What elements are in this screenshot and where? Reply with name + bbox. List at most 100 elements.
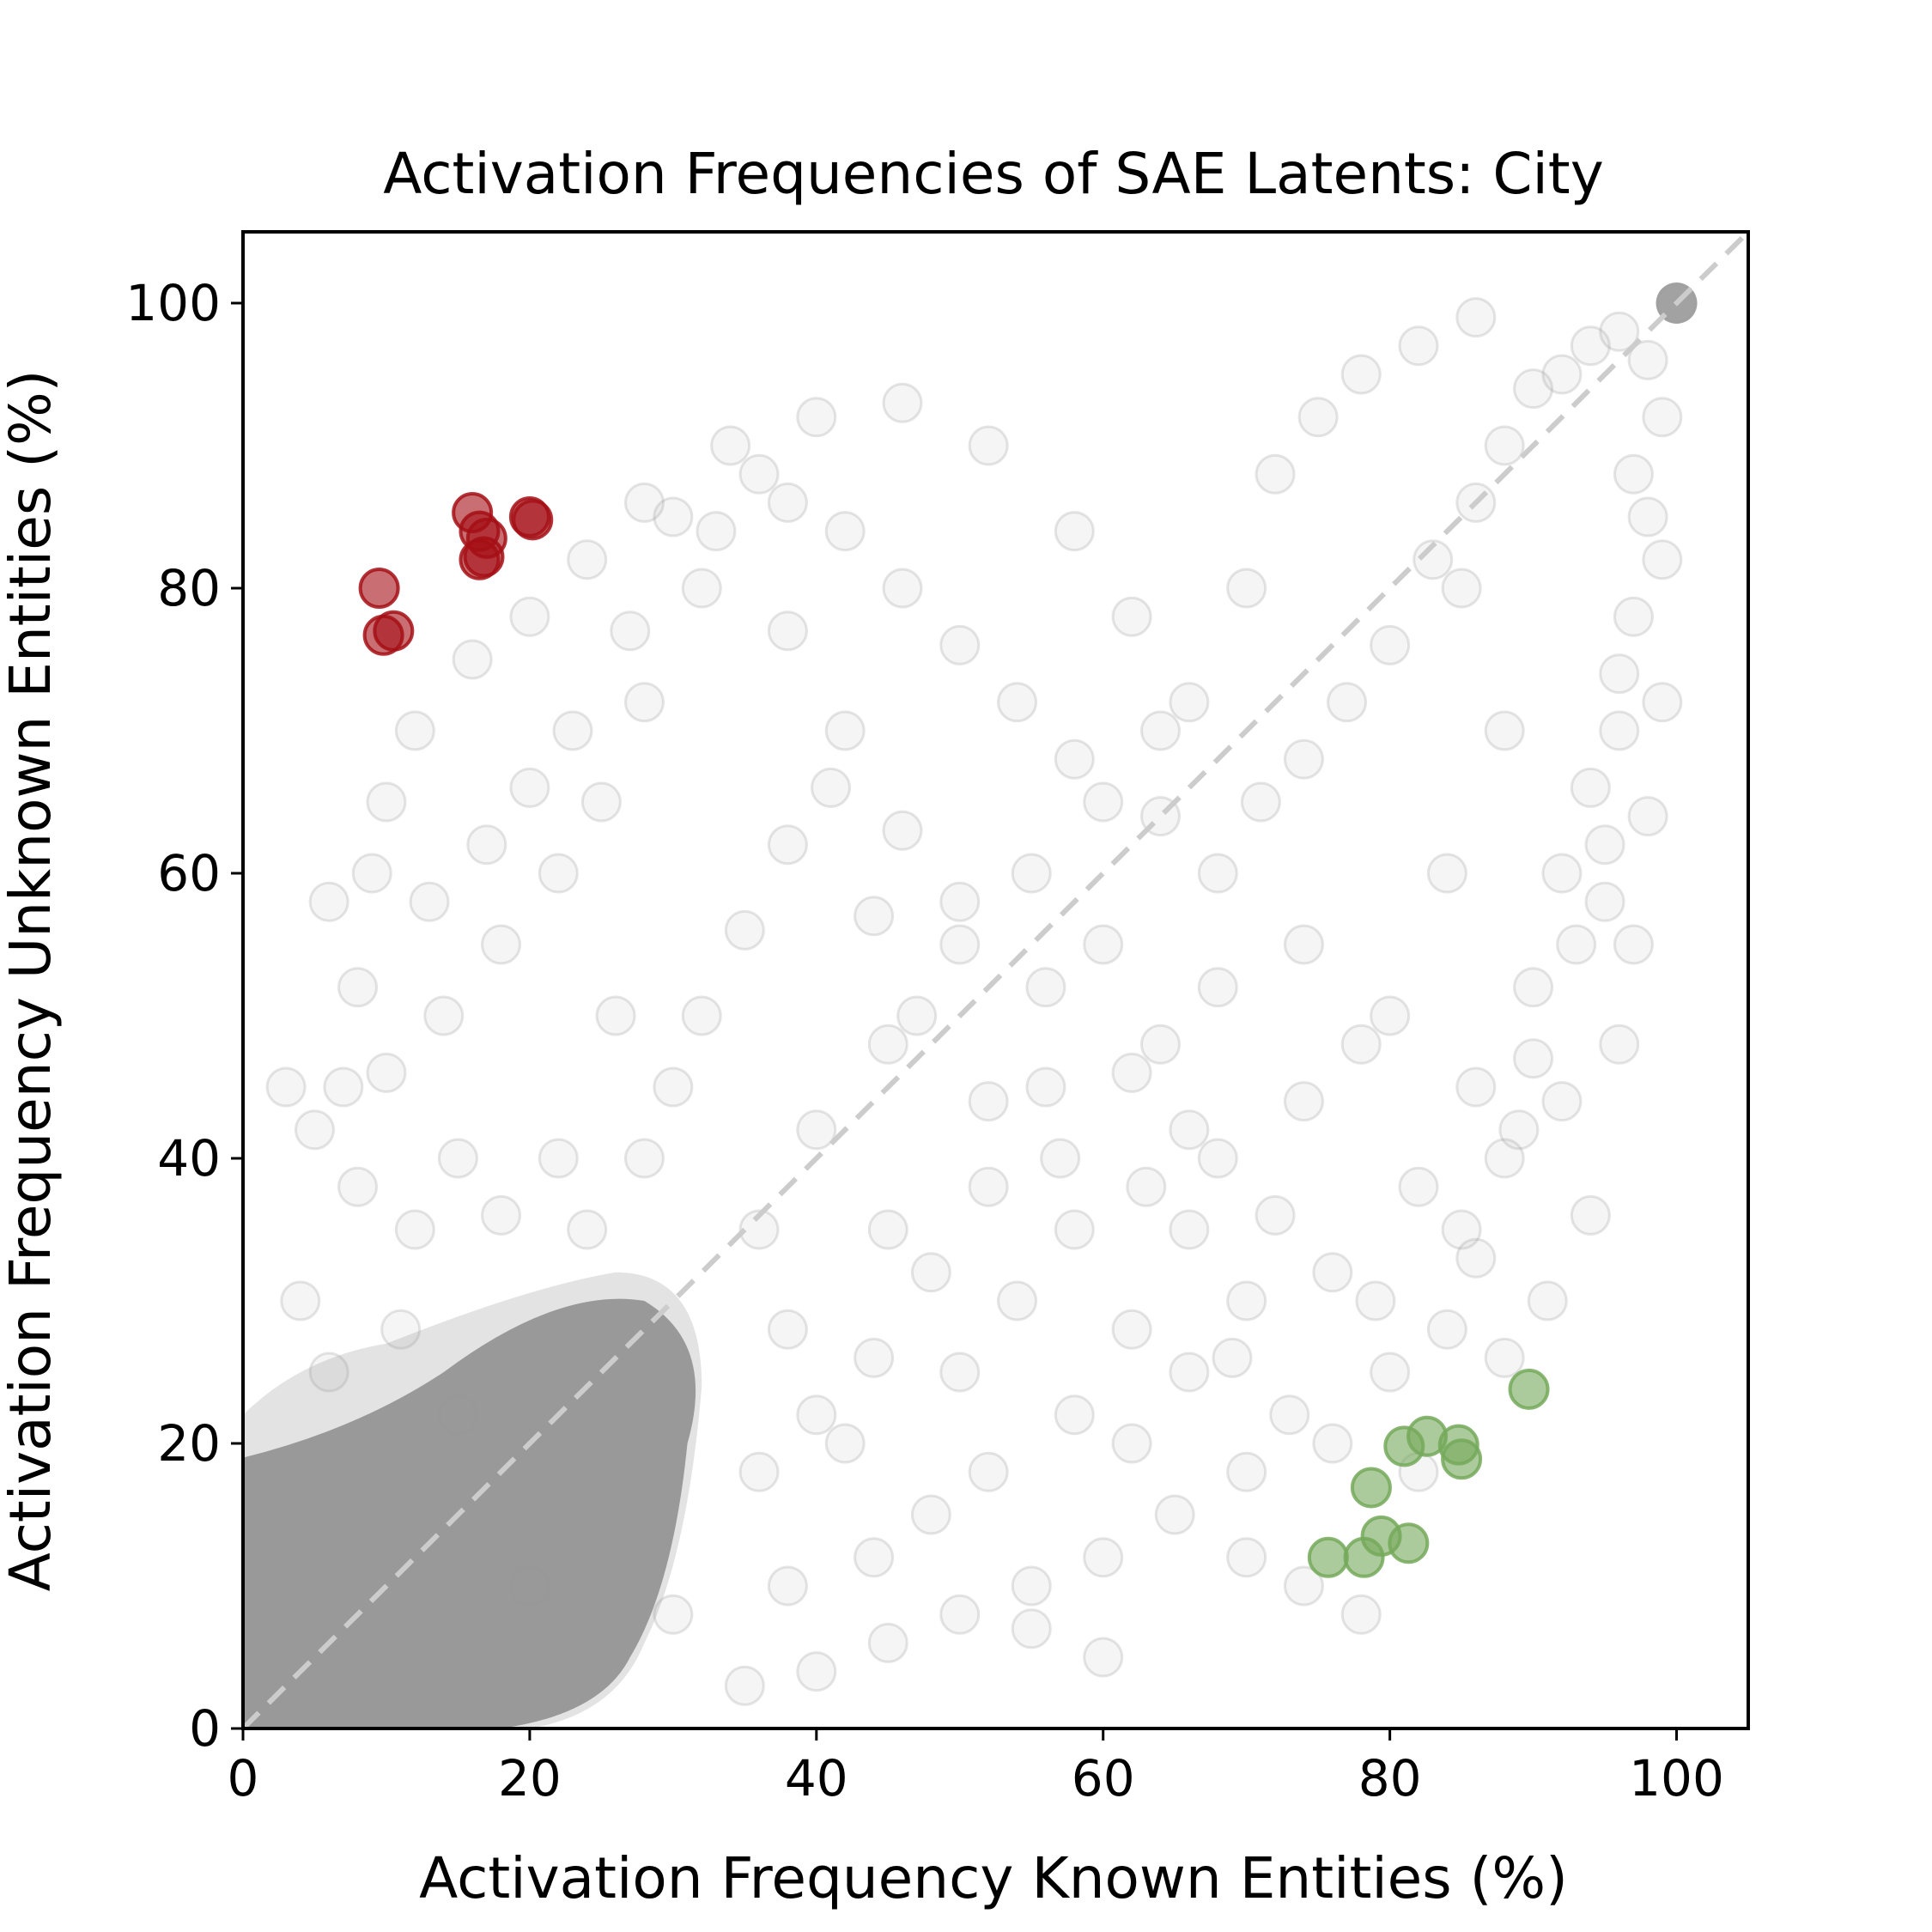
latent-point <box>466 824 507 866</box>
latent-point <box>1541 1081 1583 1122</box>
known-entity-latent-point <box>1307 1536 1349 1578</box>
latent-point <box>380 1309 422 1350</box>
latent-point <box>1212 1337 1253 1378</box>
latent-point <box>1541 354 1583 395</box>
latent-point <box>538 1138 579 1179</box>
latent-point <box>1312 1423 1353 1464</box>
latent-point <box>1556 924 1597 965</box>
plot-area <box>243 232 1748 1728</box>
latent-point <box>1283 1081 1324 1122</box>
latent-point <box>1240 781 1281 823</box>
latent-point <box>1011 1608 1052 1649</box>
latent-point <box>481 1194 522 1236</box>
latent-point <box>509 1565 550 1607</box>
latent-point <box>882 810 923 851</box>
latent-point <box>366 1052 407 1093</box>
latent-point <box>767 1309 808 1350</box>
latent-point <box>696 511 737 552</box>
background-points-layer <box>265 283 1698 1706</box>
latent-point <box>910 1252 951 1293</box>
highlight-points-layer <box>358 492 1550 1578</box>
latent-point <box>867 1622 908 1663</box>
latent-point <box>1083 924 1124 965</box>
latent-point <box>796 1109 837 1151</box>
latent-point <box>1484 1337 1525 1378</box>
latent-point <box>1541 853 1583 894</box>
latent-point <box>767 1565 808 1607</box>
latent-point <box>1255 1194 1296 1236</box>
unknown-entity-latent-point <box>358 568 400 609</box>
known-entity-latent-point <box>1343 1536 1385 1578</box>
latent-point <box>1169 1352 1210 1393</box>
latent-point <box>796 1394 837 1436</box>
x-tick-label: 40 <box>785 1749 848 1807</box>
latent-point <box>968 1451 1009 1492</box>
latent-point <box>767 482 808 523</box>
latent-point <box>1613 596 1654 637</box>
latent-point <box>1283 738 1324 780</box>
latent-point <box>308 1352 349 1393</box>
latent-point <box>653 496 694 538</box>
latent-point <box>910 1494 951 1535</box>
latent-point <box>567 1209 608 1250</box>
latent-point <box>394 1209 435 1250</box>
latent-point <box>738 1451 780 1492</box>
known-entity-latent-point <box>1441 1438 1483 1480</box>
diagonal-reference-line <box>243 232 1748 1728</box>
y-tick-label: 100 <box>125 274 221 332</box>
latent-point <box>1370 624 1411 665</box>
plot-frame <box>241 230 1750 1730</box>
latent-point <box>1441 1209 1482 1250</box>
latent-point <box>1025 1066 1066 1108</box>
dense-cluster-core <box>243 1298 696 1728</box>
latent-point <box>1498 1109 1540 1151</box>
latent-point <box>1312 1252 1353 1293</box>
latent-point <box>1327 682 1368 723</box>
latent-point <box>1040 1138 1081 1179</box>
unknown-entity-latent-point <box>362 614 404 656</box>
latent-point <box>1642 682 1683 723</box>
latent-point <box>1599 311 1640 352</box>
latent-point <box>1197 1138 1238 1179</box>
latent-point <box>882 568 923 609</box>
x-tick-label: 80 <box>1358 1749 1422 1807</box>
latent-point <box>1025 967 1066 1008</box>
latent-point <box>738 1209 780 1250</box>
latent-point <box>1111 596 1152 637</box>
latent-point <box>437 1394 478 1436</box>
latent-point <box>1054 1394 1095 1436</box>
latent-point <box>1455 1066 1497 1108</box>
latent-point <box>1083 1537 1124 1578</box>
latent-point <box>767 611 808 652</box>
latent-point <box>1011 1565 1052 1607</box>
latent-point <box>811 767 852 808</box>
latent-point <box>1584 881 1625 922</box>
latent-point <box>1599 1024 1640 1065</box>
known-entity-latent-point <box>1383 1425 1425 1467</box>
latent-point <box>1455 297 1497 338</box>
latent-point <box>824 710 866 751</box>
latent-point <box>623 482 665 523</box>
latent-point <box>1627 339 1668 380</box>
latent-point <box>337 967 379 1008</box>
latent-point <box>1139 710 1181 751</box>
latent-point <box>653 1594 694 1635</box>
latent-point <box>796 1651 837 1692</box>
latent-point <box>1197 967 1238 1008</box>
latent-point <box>1226 1537 1267 1578</box>
latent-point <box>1169 682 1210 723</box>
latent-point <box>351 853 392 894</box>
latent-point <box>1570 1194 1611 1236</box>
latent-point <box>1111 1309 1152 1350</box>
latent-point <box>366 781 407 823</box>
y-axis: 0 20 40 60 80 100 <box>125 274 243 1758</box>
latent-point <box>796 397 837 438</box>
latent-point <box>724 909 765 951</box>
latent-point <box>1169 1109 1210 1151</box>
latent-point <box>1426 1309 1467 1350</box>
latent-point <box>1054 1209 1095 1250</box>
latent-point <box>265 1066 307 1108</box>
latent-point <box>509 596 550 637</box>
latent-point <box>968 1081 1009 1122</box>
